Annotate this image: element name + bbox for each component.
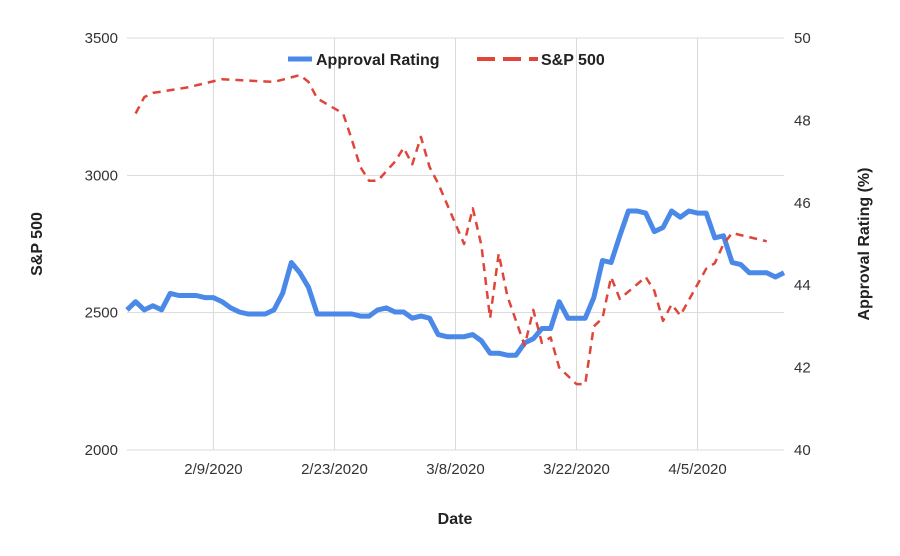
ticks-layer: 3500 3000 2500 2000 50 48 46 44 42 40 2/9/2020 2/23… [85, 30, 811, 478]
y-tick-right: 48 [794, 112, 811, 129]
y-axis-right-title: Approval Rating (%) [856, 168, 873, 321]
y-tick-right: 42 [794, 360, 811, 377]
y-axis-left-title: S&P 500 [29, 212, 46, 276]
y-tick-right: 46 [794, 195, 811, 212]
y-tick-right: 50 [794, 30, 811, 47]
y-tick-left: 2000 [85, 442, 118, 459]
legend-label-sp500: S&P 500 [541, 52, 605, 69]
x-tick-label: 3/8/2020 [426, 461, 484, 478]
y-tick-left: 2500 [85, 305, 118, 322]
y-tick-left: 3500 [85, 30, 118, 47]
x-axis-title: Date [438, 511, 473, 528]
sp500-line [134, 73, 767, 386]
x-tick-label: 4/5/2020 [668, 461, 726, 478]
grid-layer [127, 37, 784, 451]
x-tick-label: 2/23/2020 [301, 461, 368, 478]
legend-label-approval: Approval Rating [316, 52, 440, 69]
series-layer [125, 73, 786, 386]
y-tick-right: 44 [794, 277, 811, 294]
legend: Approval Rating S&P 500 [288, 52, 605, 69]
y-tick-right: 40 [794, 442, 811, 459]
y-tick-left: 3000 [85, 167, 118, 184]
x-tick-label: 2/9/2020 [184, 461, 242, 478]
x-tick-label: 3/22/2020 [543, 461, 610, 478]
approval-rating-line [125, 208, 786, 358]
